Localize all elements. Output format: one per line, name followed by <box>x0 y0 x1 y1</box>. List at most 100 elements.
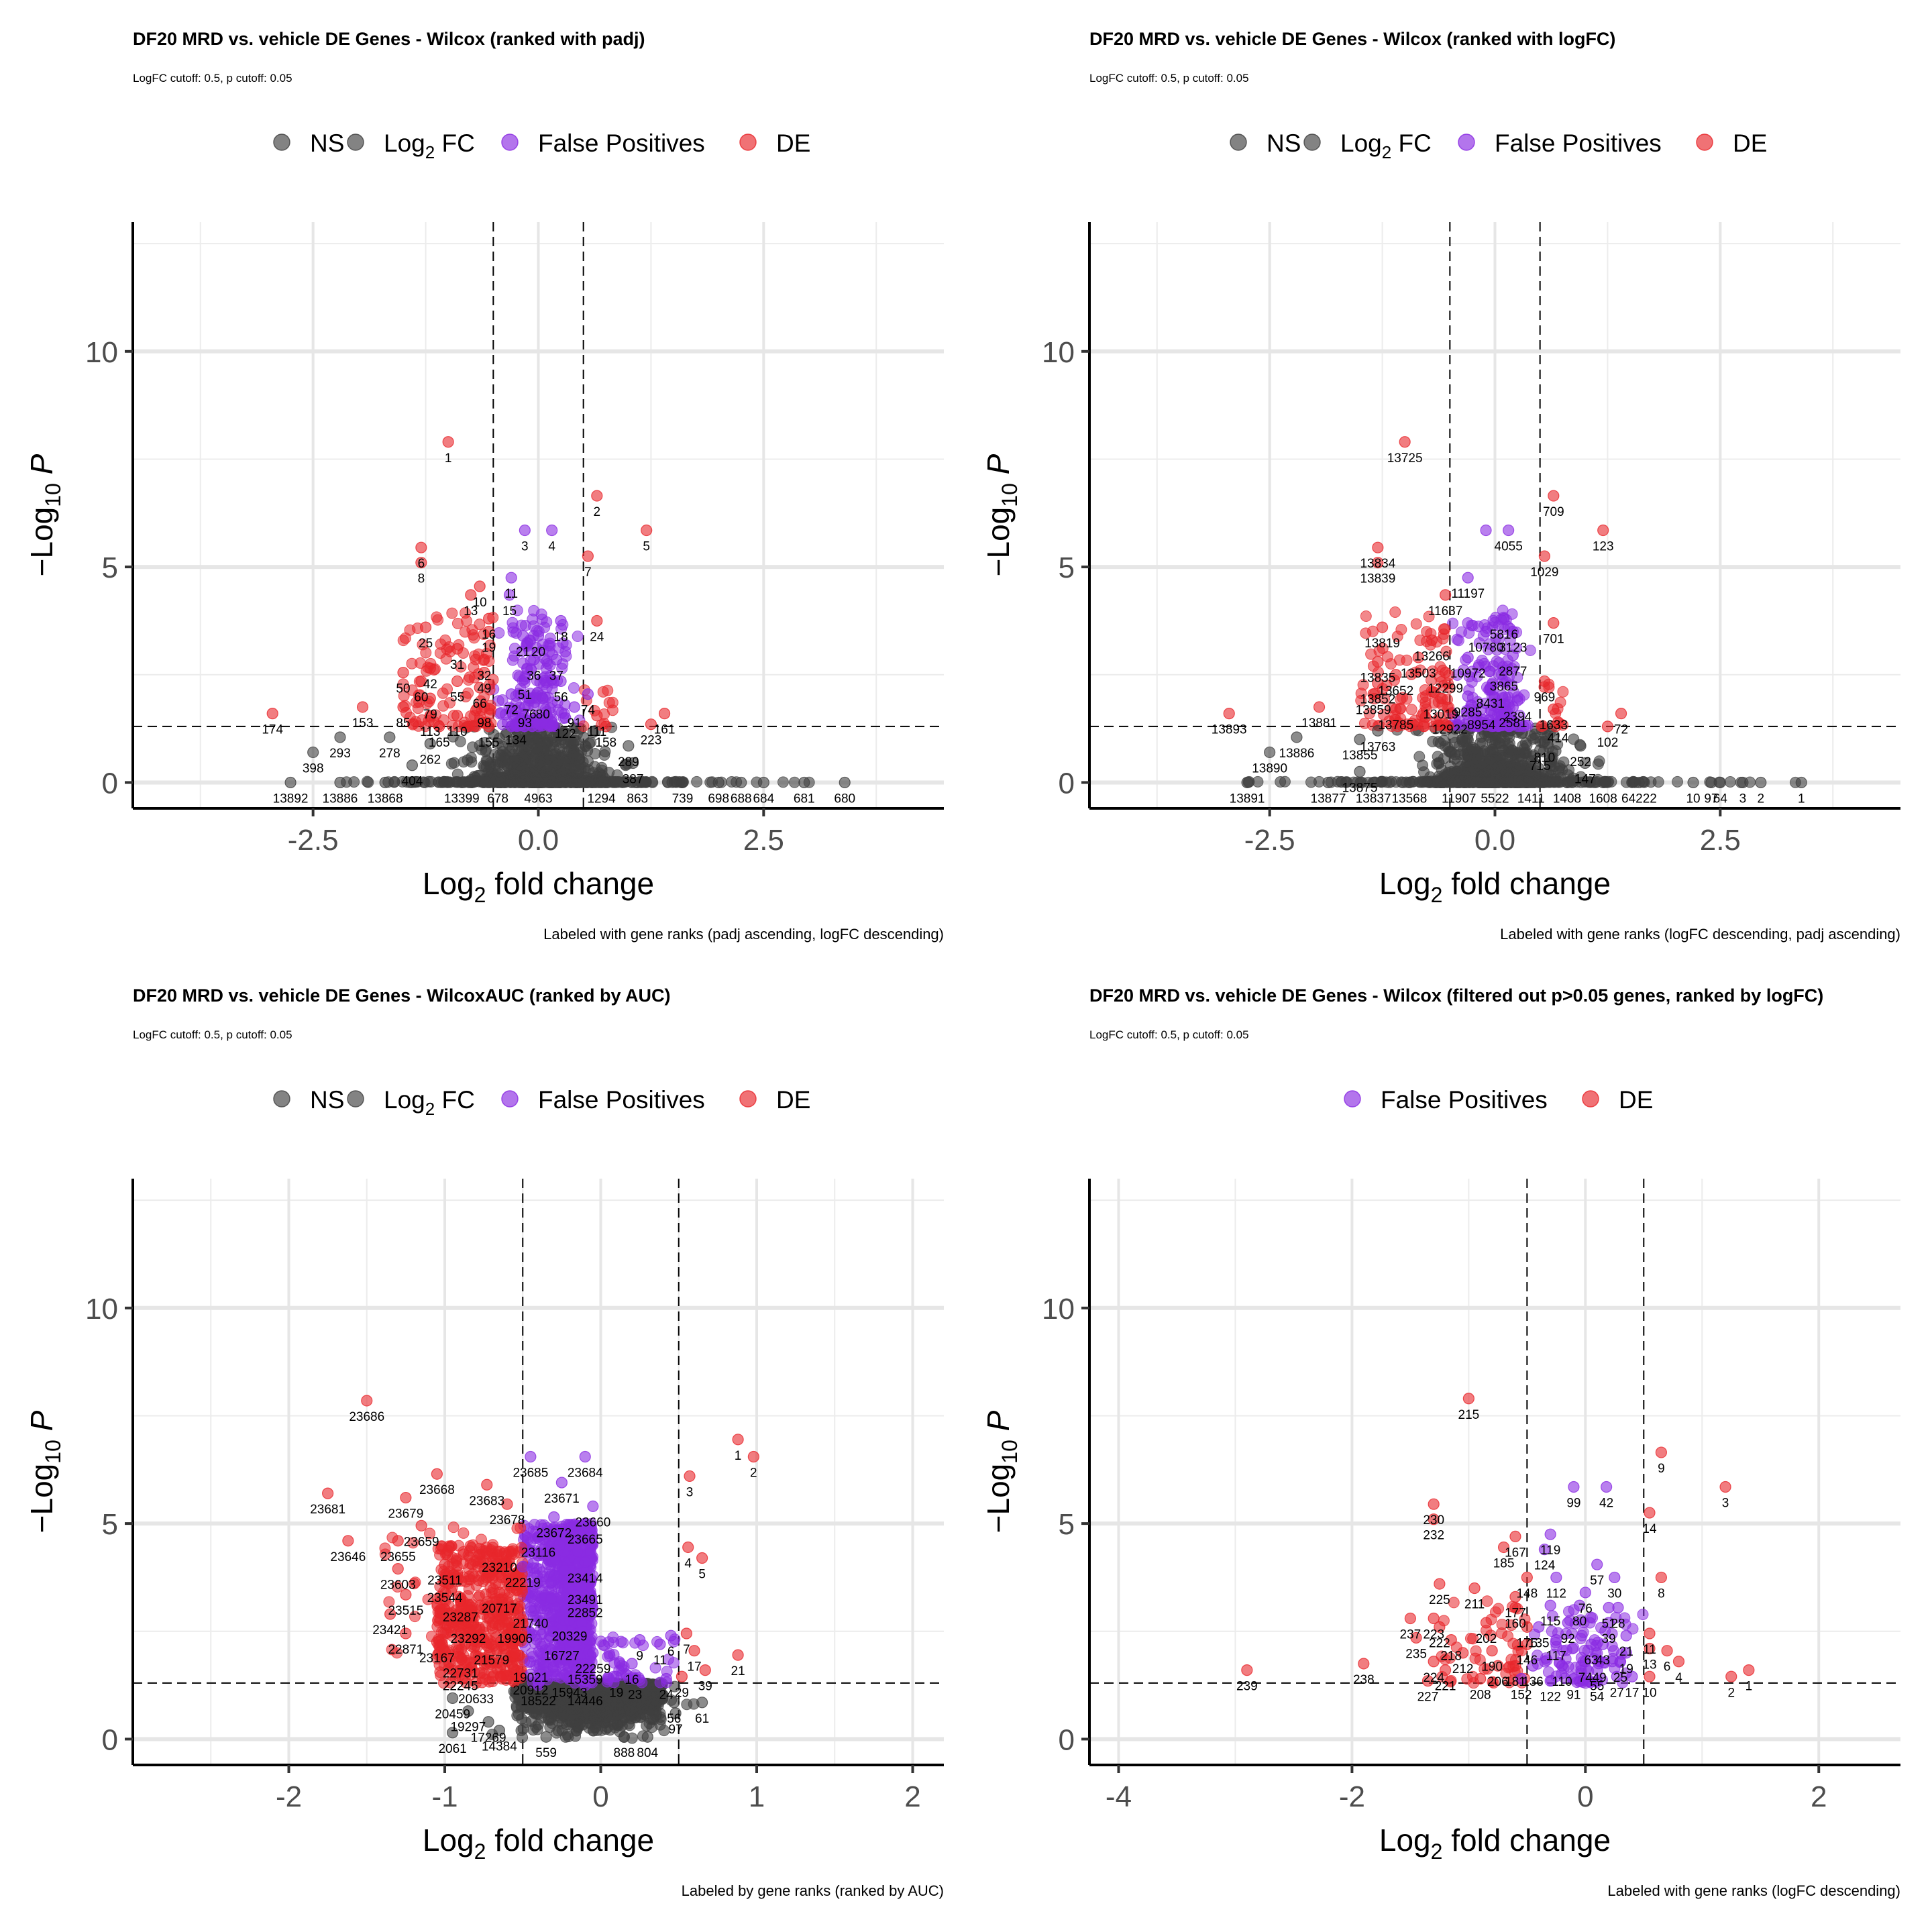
data-point <box>1498 612 1510 625</box>
point-label: 13886 <box>1279 747 1315 761</box>
data-point <box>1592 758 1604 770</box>
data-point <box>1597 776 1609 789</box>
data-point <box>334 731 346 743</box>
legend-key-de <box>739 133 757 151</box>
data-point <box>532 776 545 789</box>
point-label: 134 <box>505 734 527 748</box>
data-point <box>478 701 490 713</box>
data-point <box>1755 776 1767 789</box>
data-point <box>1305 776 1317 788</box>
data-point <box>415 541 427 553</box>
data-point <box>574 759 586 771</box>
data-point <box>424 738 436 750</box>
data-point <box>788 776 800 788</box>
data-point <box>1517 740 1529 752</box>
data-point <box>599 745 611 757</box>
chart-subtitle: LogFC cutoff: 0.5, p cutoff: 0.05 <box>1089 72 1249 85</box>
data-point <box>1462 690 1474 702</box>
point-label: 13725 <box>1387 451 1423 466</box>
data-point <box>1538 675 1550 688</box>
point-label: 72 <box>1614 723 1628 737</box>
point-label: 42 <box>423 678 437 692</box>
data-point <box>1322 776 1334 789</box>
panel-3: DF20 MRD vs. vehicle DE Genes - WilcoxAU… <box>24 985 944 1899</box>
point-label: 98 <box>477 716 491 731</box>
point-label: 64 <box>1713 792 1728 806</box>
data-point <box>597 686 609 698</box>
data-point <box>1737 776 1749 789</box>
x-axis-title: Log2 fold change <box>1379 866 1611 907</box>
data-point <box>1275 775 1287 788</box>
point-label: 19 <box>482 641 496 655</box>
legend-label: DE <box>1733 129 1767 157</box>
point-label: 13819 <box>1364 637 1400 651</box>
legend: NS Log2 FC False Positives DE <box>1230 129 1767 162</box>
data-point <box>517 630 529 642</box>
data-point <box>591 490 603 502</box>
data-point <box>496 718 508 731</box>
data-point <box>712 776 724 789</box>
data-point <box>460 607 472 619</box>
data-point <box>510 718 522 731</box>
data-point <box>478 776 490 788</box>
point-label: 37 <box>549 669 564 683</box>
data-point <box>1489 776 1501 789</box>
point-label: 11907 <box>1442 792 1476 806</box>
data-point <box>649 1701 661 1713</box>
point-label: 289 <box>618 755 639 769</box>
point-label: 13835 <box>1360 672 1395 686</box>
data-point <box>528 604 540 616</box>
chart-title: DF20 MRD vs. vehicle DE Genes - Wilcox (… <box>133 29 645 49</box>
data-point <box>284 776 297 789</box>
legend-key-false-positives <box>501 133 519 151</box>
y-tick-label: 0 <box>1059 767 1075 800</box>
y-axis-title: −Log10 P <box>24 453 65 576</box>
chart-title: DF20 MRD vs. vehicle DE Genes - Wilcox (… <box>1089 29 1615 49</box>
x-tick-label: -2.5 <box>1244 824 1295 857</box>
point-label: 6 <box>418 557 425 571</box>
data-point <box>1313 701 1326 713</box>
point-label: 21 <box>516 645 530 659</box>
data-point <box>1514 760 1526 772</box>
data-point <box>519 734 531 746</box>
data-point <box>553 755 565 767</box>
point-label: 36 <box>527 669 541 683</box>
point-label: 13 <box>464 604 478 619</box>
point-label: 5522 <box>1481 792 1509 806</box>
data-point <box>623 740 635 752</box>
data-point <box>406 759 419 771</box>
point-label: 5816 <box>1490 628 1518 642</box>
data-point <box>582 776 594 788</box>
data-point <box>546 524 558 537</box>
point-label: 5 <box>643 539 650 553</box>
data-point <box>1372 541 1384 553</box>
legend-label: DE <box>776 1086 810 1114</box>
data-point <box>1503 524 1515 537</box>
point-label: 13877 <box>1311 792 1346 806</box>
data-point <box>1264 746 1276 759</box>
point-label: 31 <box>450 658 464 672</box>
point-label: 174 <box>262 723 283 737</box>
data-point <box>516 1713 528 1725</box>
x-tick-label: 2.5 <box>743 824 784 857</box>
data-point <box>474 682 486 694</box>
data-point <box>600 720 612 733</box>
data-point <box>519 673 531 685</box>
legend-key-ns <box>273 133 290 151</box>
point-label: 1 <box>445 451 452 466</box>
legend-key-de <box>1696 133 1713 151</box>
data-point <box>451 675 464 688</box>
data-point <box>1480 524 1492 537</box>
point-label: 165 <box>429 736 450 750</box>
data-point <box>492 776 504 789</box>
data-point <box>505 572 517 584</box>
data-point <box>568 682 580 694</box>
point-label: 293 <box>329 747 351 761</box>
point-label: 56 <box>554 690 568 704</box>
data-point <box>431 611 443 623</box>
data-point <box>307 746 319 759</box>
point-label: 701 <box>1543 633 1564 647</box>
point-label: 1411 <box>1517 792 1545 806</box>
